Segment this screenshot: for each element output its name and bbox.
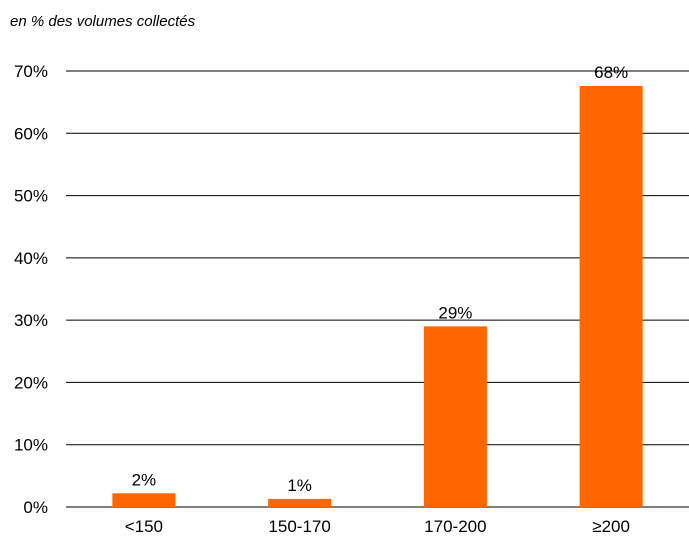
bar — [112, 493, 176, 507]
data-label: 1% — [287, 476, 312, 495]
data-label: 29% — [438, 303, 472, 322]
y-tick-label: 0% — [23, 498, 48, 517]
y-tick-label: 70% — [14, 62, 48, 81]
x-tick-label: 170-200 — [424, 517, 486, 536]
data-labels: 2% 1% 29% 68% — [132, 63, 629, 495]
x-tick-label: ≥200 — [592, 517, 630, 536]
y-tick-label: 60% — [14, 124, 48, 143]
y-tick-label: 50% — [14, 187, 48, 206]
chart-subtitle: en % des volumes collectés — [10, 13, 196, 30]
x-tick-label: <150 — [125, 517, 163, 536]
x-tick-label: 150-170 — [268, 517, 330, 536]
y-axis-ticks: 0% 10% 20% 30% 40% 50% 60% 70% — [14, 62, 48, 517]
x-axis-ticks: <150 150-170 170-200 ≥200 — [125, 517, 630, 536]
bar — [579, 85, 643, 507]
bars — [112, 85, 643, 507]
y-tick-label: 40% — [14, 249, 48, 268]
data-label: 2% — [132, 470, 157, 489]
data-label: 68% — [594, 63, 628, 82]
y-tick-label: 30% — [14, 311, 48, 330]
y-tick-label: 20% — [14, 373, 48, 392]
bar — [423, 326, 487, 507]
bar — [268, 498, 332, 507]
y-tick-label: 10% — [14, 436, 48, 455]
